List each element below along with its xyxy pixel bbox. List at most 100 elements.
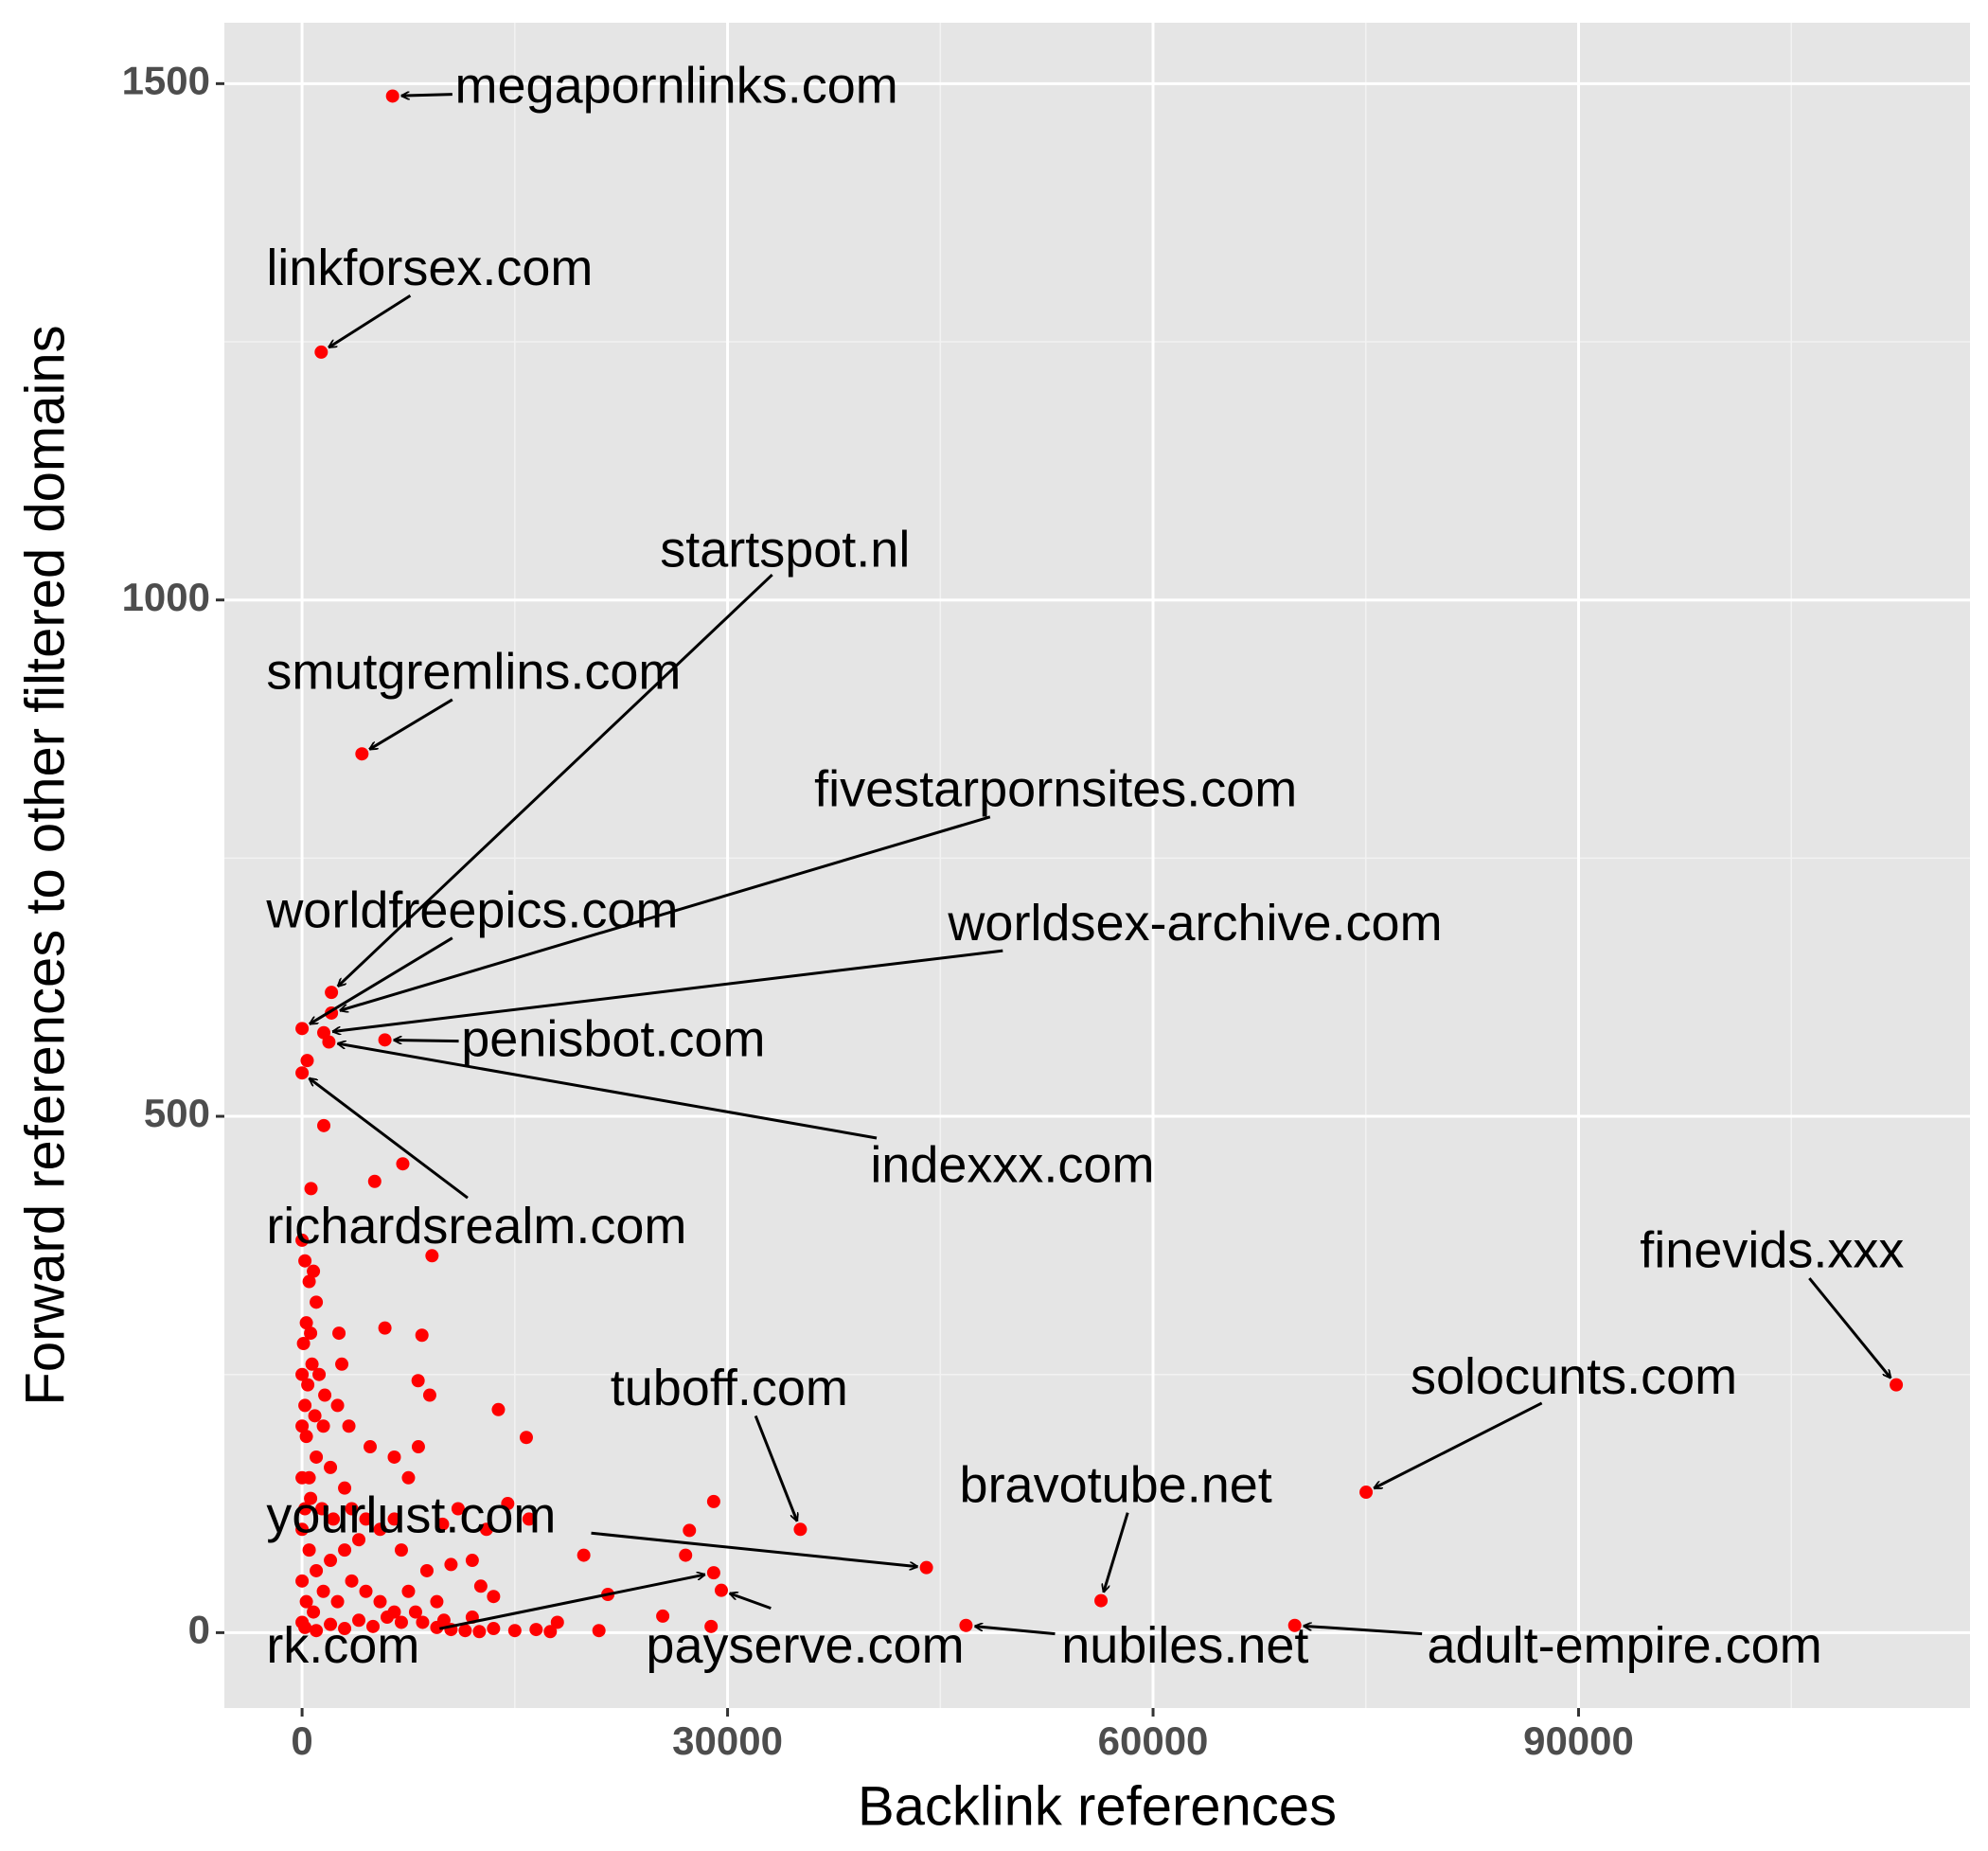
- point: [359, 1512, 373, 1526]
- point: [501, 1497, 515, 1511]
- points: [295, 89, 1904, 1639]
- point: [959, 1618, 973, 1632]
- point: [394, 1543, 408, 1557]
- point: [295, 1574, 310, 1588]
- x-axis-title: Backlink references: [858, 1775, 1337, 1837]
- point: [324, 1554, 338, 1568]
- point: [327, 1512, 341, 1526]
- annotation-label: fivestarpornsites.com: [814, 760, 1297, 817]
- point: [330, 1398, 345, 1413]
- annotation-label: penisbot.com: [461, 1010, 765, 1067]
- point: [304, 1182, 318, 1196]
- point: [352, 1533, 366, 1547]
- point: [322, 1035, 336, 1049]
- point: [472, 1625, 487, 1639]
- point: [706, 1494, 720, 1508]
- point: [299, 1594, 313, 1609]
- point: [295, 1522, 310, 1537]
- point: [295, 1470, 310, 1485]
- annotations: megapornlinks.com linkforsex.com smutgreml…: [265, 57, 1904, 1674]
- point: [419, 1563, 434, 1577]
- point: [430, 1594, 444, 1609]
- point: [401, 1470, 416, 1485]
- point: [706, 1566, 720, 1580]
- point: [335, 1357, 349, 1371]
- arrow: [310, 936, 453, 1025]
- point: [373, 1594, 387, 1609]
- point: [295, 1066, 310, 1080]
- point: [307, 1605, 321, 1619]
- arrow: [754, 1415, 797, 1522]
- point: [385, 89, 399, 103]
- point: [436, 1613, 451, 1628]
- annotation-label: startspot.nl: [660, 521, 910, 578]
- arrow: [1304, 1626, 1423, 1636]
- point: [310, 1450, 324, 1464]
- point: [550, 1615, 564, 1629]
- grid: [224, 23, 1970, 1708]
- point: [394, 1615, 408, 1629]
- arrow: [591, 1531, 918, 1567]
- annotation-label: adult-empire.com: [1428, 1617, 1822, 1674]
- point: [355, 747, 369, 761]
- point: [338, 1481, 352, 1495]
- annotation-label: richardsrealm.com: [266, 1198, 686, 1255]
- point: [364, 1440, 378, 1454]
- point: [1094, 1593, 1109, 1608]
- annotation-label: yourlust.com: [266, 1487, 556, 1544]
- arrow: [439, 1575, 705, 1630]
- annotation-label: rk.com: [266, 1617, 419, 1674]
- point: [295, 1367, 310, 1381]
- point: [342, 1419, 356, 1433]
- annotation-label: payserve.com: [646, 1617, 964, 1674]
- point: [451, 1502, 465, 1516]
- point: [345, 1502, 359, 1516]
- x-tick-label: 0: [291, 1718, 312, 1763]
- point: [295, 1022, 310, 1036]
- arrow: [394, 1040, 459, 1041]
- annotation-label: smutgremlins.com: [266, 644, 681, 701]
- point: [324, 1460, 338, 1474]
- point: [1359, 1486, 1374, 1500]
- x-tick-label: 60000: [1098, 1718, 1209, 1763]
- point: [387, 1512, 401, 1526]
- x-tick-label: 30000: [672, 1718, 783, 1763]
- point: [295, 1419, 310, 1433]
- point: [479, 1522, 493, 1537]
- point: [300, 1054, 314, 1068]
- point: [338, 1622, 352, 1636]
- point: [299, 1316, 313, 1330]
- point: [316, 1584, 330, 1598]
- point: [299, 1430, 313, 1444]
- point: [522, 1512, 536, 1526]
- arrow: [1808, 1277, 1890, 1379]
- point: [304, 1491, 318, 1505]
- point: [473, 1579, 488, 1593]
- point: [332, 1326, 346, 1341]
- arrow: [729, 1593, 772, 1611]
- point: [592, 1624, 606, 1638]
- point: [298, 1620, 312, 1634]
- point: [704, 1619, 719, 1633]
- arrow: [401, 95, 453, 97]
- point: [415, 1328, 429, 1343]
- point: [380, 1611, 394, 1625]
- annotation-label: megapornlinks.com: [455, 57, 898, 114]
- point: [919, 1560, 933, 1575]
- annotation-label: nubiles.net: [1061, 1617, 1308, 1674]
- point: [422, 1388, 436, 1402]
- point: [324, 1617, 338, 1631]
- point: [656, 1609, 670, 1623]
- point: [325, 986, 339, 1000]
- point: [425, 1249, 439, 1263]
- point: [507, 1624, 522, 1638]
- point: [301, 1378, 315, 1392]
- point: [366, 1619, 381, 1633]
- arrow: [974, 1627, 1056, 1636]
- point: [411, 1440, 425, 1454]
- point: [310, 1624, 324, 1638]
- point: [315, 1502, 329, 1516]
- point: [318, 1388, 332, 1402]
- point: [396, 1157, 410, 1171]
- annotation-label: bravotube.net: [960, 1456, 1272, 1513]
